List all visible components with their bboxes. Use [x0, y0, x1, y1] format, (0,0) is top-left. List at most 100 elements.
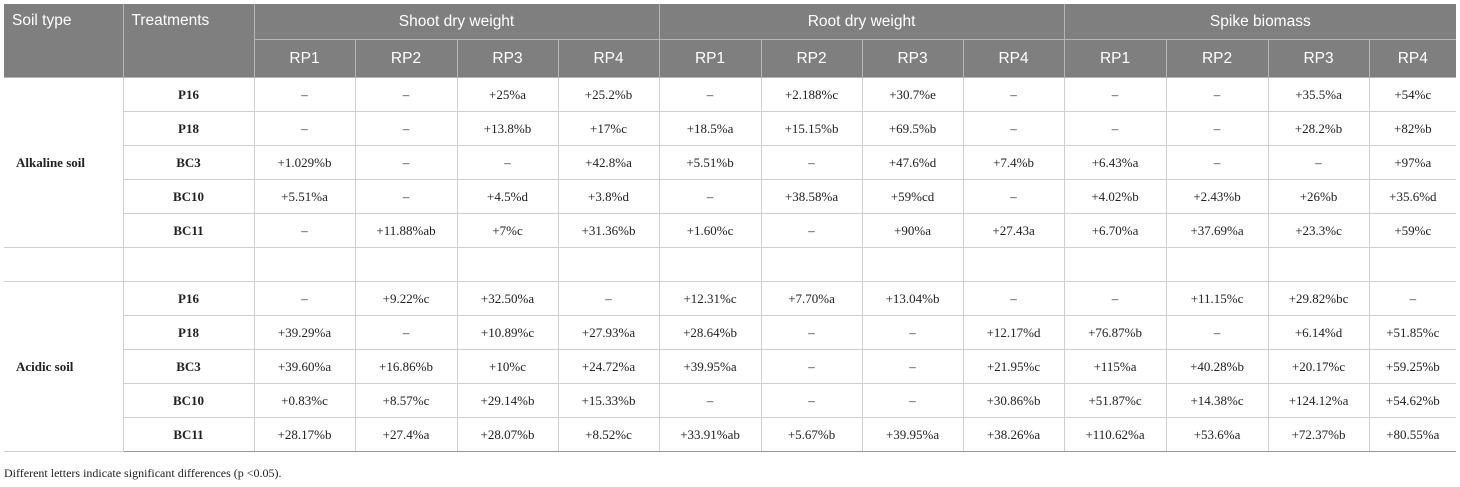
value-cell: –	[355, 145, 458, 180]
value-cell: +29.14%b	[457, 383, 559, 418]
subheader-rp: RP4	[963, 39, 1065, 78]
value-cell: +0.83%c	[254, 383, 356, 418]
value-cell: +32.50%a	[457, 281, 559, 316]
value-cell: –	[963, 179, 1065, 214]
table-row: P18 +39.29%a – +10.89%c +27.93%a +28.64%b – – +1…	[4, 315, 1457, 350]
value-cell: +2.188%c	[761, 77, 863, 112]
treatment-cell: BC11	[123, 417, 255, 452]
value-cell: –	[1268, 145, 1370, 180]
table-row: P18– – +13.8%b +17%c +18.5%a +15.15%b +69.5%b –…	[4, 111, 1457, 146]
empty-cell	[355, 247, 458, 282]
value-cell: +27.43a	[963, 213, 1065, 248]
value-cell: +110.62%a	[1064, 417, 1167, 452]
value-cell: +13.04%b	[862, 281, 964, 316]
value-cell: +42.8%a	[558, 145, 660, 180]
value-cell: +25.2%b	[558, 77, 660, 112]
header-shoot-dry-weight: Shoot dry weight	[254, 4, 660, 40]
value-cell: +17%c	[558, 111, 660, 146]
value-cell: +27.93%a	[558, 315, 660, 350]
value-cell: +5.51%a	[254, 179, 356, 214]
empty-cell	[862, 247, 964, 282]
table-body: Alkaline soil P16– – +25%a +25.2%b – +2.188%c +…	[4, 77, 1457, 452]
table-footnote: Different letters indicate significant d…	[4, 466, 282, 480]
value-cell: –	[659, 383, 762, 418]
value-cell: +12.31%c	[659, 281, 762, 316]
value-cell: –	[1064, 111, 1167, 146]
value-cell: +38.58%a	[761, 179, 863, 214]
value-cell: –	[963, 77, 1065, 112]
value-cell: +47.6%d	[862, 145, 964, 180]
empty-cell	[558, 247, 660, 282]
subheader-rp: RP2	[355, 39, 458, 78]
value-cell: +38.26%a	[963, 417, 1065, 452]
value-cell: +30.7%e	[862, 77, 964, 112]
value-cell: +11.15%c	[1166, 281, 1269, 316]
empty-cell	[761, 247, 863, 282]
value-cell: +16.86%b	[355, 349, 458, 384]
value-cell: +6.70%a	[1064, 213, 1167, 248]
value-cell: +76.87%b	[1064, 315, 1167, 350]
value-cell: +28.07%b	[457, 417, 559, 452]
value-cell: +28.17%b	[254, 417, 356, 452]
value-cell: –	[355, 111, 458, 146]
table-row: BC10 +5.51%a – +4.5%d +3.8%d – +38.58%a +59%cd –…	[4, 179, 1457, 214]
header-soil-type: Soil type	[4, 4, 124, 78]
value-cell: –	[457, 145, 559, 180]
value-cell: +1.60%c	[659, 213, 762, 248]
value-cell: +29.82%bc	[1268, 281, 1370, 316]
value-cell: +6.14%d	[1268, 315, 1370, 350]
value-cell: +8.52%c	[558, 417, 660, 452]
empty-cell	[1166, 247, 1269, 282]
value-cell: +51.87%c	[1064, 383, 1167, 418]
value-cell: +15.33%b	[558, 383, 660, 418]
value-cell: +97%a	[1369, 145, 1457, 180]
value-cell: –	[761, 315, 863, 350]
value-cell: –	[254, 213, 356, 248]
value-cell: +12.17%d	[963, 315, 1065, 350]
treatment-cell: P16	[123, 77, 255, 112]
empty-cell	[1268, 247, 1370, 282]
table-row: BC3 +1.029%b – – +42.8%a +5.51%b – +47.6%d +7.4%…	[4, 145, 1457, 180]
empty-cell	[659, 247, 762, 282]
value-cell: +6.43%a	[1064, 145, 1167, 180]
value-cell: +25%a	[457, 77, 559, 112]
value-cell: –	[1064, 77, 1167, 112]
value-cell: +124.12%a	[1268, 383, 1370, 418]
value-cell: –	[761, 383, 863, 418]
empty-cell	[254, 247, 356, 282]
subheader-rp: RP2	[761, 39, 863, 78]
value-cell: –	[254, 77, 356, 112]
value-cell: –	[1369, 281, 1457, 316]
value-cell: –	[862, 315, 964, 350]
treatment-cell: BC3	[123, 145, 255, 180]
value-cell: +1.029%b	[254, 145, 356, 180]
treatment-cell: BC10	[123, 179, 255, 214]
value-cell: +53.6%a	[1166, 417, 1269, 452]
value-cell: –	[659, 179, 762, 214]
value-cell: +39.60%a	[254, 349, 356, 384]
value-cell: +59.25%b	[1369, 349, 1457, 384]
value-cell: –	[1166, 315, 1269, 350]
value-cell: +90%a	[862, 213, 964, 248]
value-cell: –	[862, 383, 964, 418]
value-cell: +5.67%b	[761, 417, 863, 452]
value-cell: +82%b	[1369, 111, 1457, 146]
value-cell: +28.64%b	[659, 315, 762, 350]
soil-type-cell: Acidic soil	[4, 281, 124, 452]
value-cell: –	[254, 281, 356, 316]
value-cell: +69.5%b	[862, 111, 964, 146]
value-cell: +9.22%c	[355, 281, 458, 316]
table-row: BC3 +39.60%a +16.86%b +10%c +24.72%a +39.95%a…	[4, 349, 1457, 384]
subheader-rp: RP2	[1166, 39, 1269, 78]
empty-cell	[4, 247, 124, 282]
value-cell: –	[963, 111, 1065, 146]
value-cell: +72.37%b	[1268, 417, 1370, 452]
subheader-rp: RP4	[1369, 39, 1457, 78]
value-cell: +7%c	[457, 213, 559, 248]
spacer-row	[4, 247, 1457, 282]
value-cell: +4.5%d	[457, 179, 559, 214]
value-cell: +39.29%a	[254, 315, 356, 350]
treatment-cell: P18	[123, 315, 255, 350]
treatment-cell: P16	[123, 281, 255, 316]
value-cell: +11.88%ab	[355, 213, 458, 248]
